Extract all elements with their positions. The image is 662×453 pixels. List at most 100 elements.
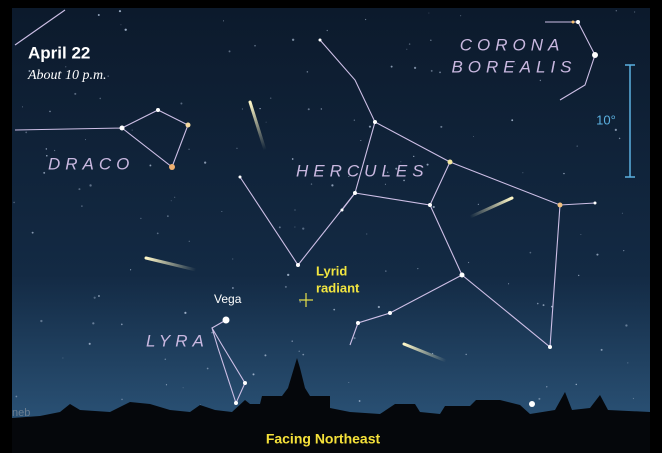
faint-star bbox=[85, 139, 86, 140]
faint-star bbox=[578, 275, 579, 276]
star bbox=[558, 203, 563, 208]
faint-star bbox=[221, 211, 222, 212]
faint-star bbox=[54, 150, 55, 151]
faint-star bbox=[538, 398, 540, 400]
faint-star bbox=[543, 304, 545, 306]
faint-star bbox=[92, 322, 94, 324]
faint-star bbox=[551, 306, 553, 308]
faint-star bbox=[353, 337, 355, 339]
page: 10° April 22 About 10 p.m. CORONA BOREAL… bbox=[0, 0, 662, 453]
faint-star bbox=[149, 165, 151, 167]
faint-star bbox=[291, 340, 293, 342]
faint-star bbox=[157, 233, 159, 235]
faint-star bbox=[121, 399, 123, 401]
faint-star bbox=[623, 250, 624, 251]
faint-star bbox=[508, 283, 509, 284]
faint-star bbox=[365, 19, 366, 20]
star bbox=[120, 126, 125, 131]
star bbox=[156, 108, 160, 112]
faint-star bbox=[369, 126, 371, 128]
faint-star bbox=[321, 108, 322, 109]
faint-star bbox=[298, 350, 300, 352]
star bbox=[576, 20, 580, 24]
faint-star bbox=[232, 259, 233, 260]
faint-star bbox=[166, 384, 167, 385]
faint-star bbox=[522, 172, 523, 173]
faint-star bbox=[140, 218, 141, 219]
date: April 22 bbox=[28, 43, 90, 62]
faint-star bbox=[576, 384, 577, 385]
star bbox=[353, 191, 357, 195]
faint-star bbox=[511, 119, 513, 121]
faint-star bbox=[62, 358, 63, 359]
star bbox=[234, 401, 238, 405]
star bbox=[460, 273, 465, 278]
faint-star bbox=[300, 301, 301, 302]
faint-star bbox=[279, 226, 281, 228]
star bbox=[169, 164, 175, 170]
faint-star bbox=[468, 262, 469, 263]
faint-star bbox=[98, 295, 100, 297]
constellation-label: CORONA bbox=[460, 35, 565, 54]
time: About 10 p.m. bbox=[27, 68, 107, 83]
star bbox=[572, 21, 575, 24]
faint-star bbox=[211, 332, 213, 334]
faint-star bbox=[125, 29, 127, 31]
star bbox=[594, 202, 597, 205]
faint-star bbox=[625, 324, 627, 326]
faint-star bbox=[121, 324, 123, 326]
faint-star bbox=[259, 108, 260, 109]
faint-star bbox=[81, 205, 82, 206]
star bbox=[428, 203, 432, 207]
faint-star bbox=[13, 202, 15, 204]
star bbox=[356, 321, 360, 325]
faint-star bbox=[478, 204, 479, 205]
faint-star bbox=[295, 210, 296, 211]
faint-star bbox=[378, 306, 380, 308]
sky-chart: 10° April 22 About 10 p.m. CORONA BOREAL… bbox=[0, 0, 662, 453]
faint-star bbox=[74, 93, 76, 95]
faint-star bbox=[108, 76, 109, 77]
faint-star bbox=[174, 197, 175, 198]
faint-star bbox=[473, 136, 474, 137]
faint-star bbox=[167, 215, 169, 217]
faint-star bbox=[460, 15, 461, 16]
faint-star bbox=[270, 97, 271, 98]
faint-star bbox=[409, 43, 410, 44]
faint-star bbox=[287, 274, 289, 276]
faint-star bbox=[601, 349, 603, 351]
star bbox=[548, 345, 552, 349]
faint-star bbox=[46, 148, 47, 149]
faint-star bbox=[439, 72, 441, 74]
faint-star bbox=[232, 287, 234, 289]
faint-star bbox=[254, 45, 256, 47]
faint-star bbox=[615, 129, 617, 131]
faint-star bbox=[292, 158, 294, 160]
star bbox=[239, 176, 242, 179]
faint-star bbox=[223, 20, 224, 21]
faint-star bbox=[189, 241, 190, 242]
faint-star bbox=[348, 382, 349, 383]
faint-star bbox=[43, 172, 45, 174]
faint-star bbox=[49, 111, 51, 113]
star bbox=[448, 160, 453, 165]
faint-star bbox=[546, 386, 547, 387]
constellation-label: HERCULES bbox=[296, 161, 429, 180]
faint-star bbox=[530, 252, 532, 254]
faint-star bbox=[32, 232, 34, 234]
faint-star bbox=[15, 396, 17, 398]
faint-star bbox=[406, 49, 407, 50]
faint-star bbox=[302, 227, 304, 229]
faint-star bbox=[40, 320, 42, 322]
star bbox=[186, 123, 191, 128]
star bbox=[296, 263, 300, 267]
edge-label: neb bbox=[12, 407, 30, 419]
star bbox=[529, 401, 535, 407]
faint-star bbox=[204, 161, 206, 163]
faint-star bbox=[308, 108, 310, 110]
faint-star bbox=[184, 312, 186, 314]
faint-star bbox=[242, 108, 243, 109]
faint-star bbox=[188, 149, 189, 150]
faint-star bbox=[333, 309, 335, 311]
faint-star bbox=[65, 66, 66, 67]
